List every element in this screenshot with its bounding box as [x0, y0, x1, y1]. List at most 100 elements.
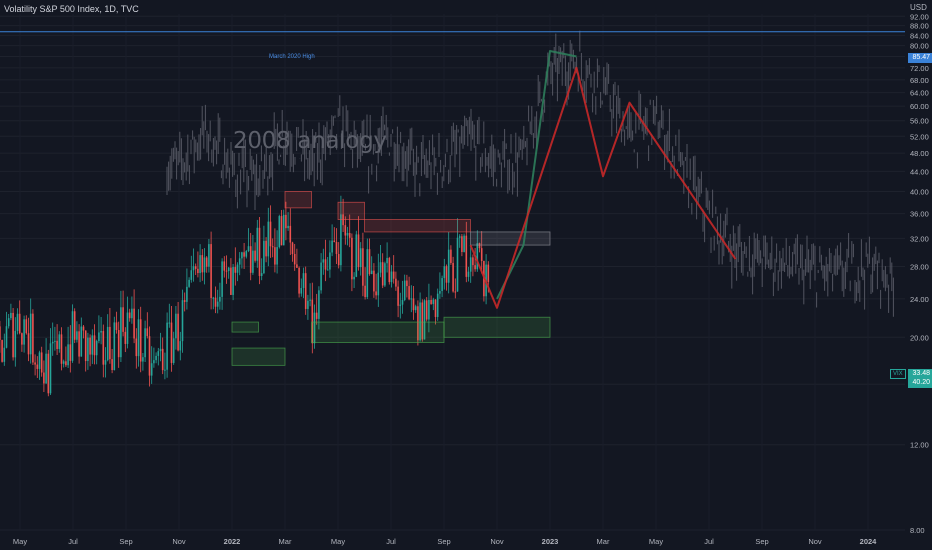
analogy-annotation: 2008 analogy: [233, 128, 387, 154]
candle-body: [278, 216, 281, 248]
candle-body: [131, 308, 133, 319]
horizontal-line-label: March 2020 High: [269, 54, 315, 60]
x-tick-label: Nov: [808, 537, 822, 546]
candle-body: [263, 240, 265, 274]
chart-title: Volatility S&P 500 Index, 1D, TVC: [4, 4, 139, 14]
candle-body: [157, 351, 160, 356]
candle-body: [386, 257, 388, 264]
candle-body: [18, 313, 21, 334]
x-tick-label: Nov: [172, 537, 186, 546]
candle-body: [201, 255, 204, 273]
candle-body: [474, 265, 476, 270]
candle-body: [364, 285, 366, 298]
candle-body: [69, 344, 72, 361]
x-tick-label: Sep: [437, 537, 450, 546]
candle-body: [370, 270, 373, 275]
candle-body: [472, 257, 474, 266]
candle-body: [331, 240, 333, 253]
candle-body: [388, 257, 391, 283]
candle-body: [419, 302, 421, 341]
candle-body: [392, 271, 395, 279]
x-tick-label: Sep: [119, 537, 132, 546]
candle-body: [406, 280, 408, 287]
candle-body: [441, 278, 443, 292]
candle-body: [335, 241, 338, 255]
candle-body: [478, 243, 481, 249]
y-tick-label: 92.00: [910, 12, 929, 21]
y-tick-label: 40.00: [910, 187, 929, 196]
candle-body: [205, 257, 208, 267]
candle-body: [439, 291, 441, 294]
candle-body: [188, 279, 190, 287]
candle-body: [463, 235, 465, 252]
candle-body: [309, 299, 311, 301]
candle-body: [45, 353, 47, 384]
candle-body: [357, 234, 360, 268]
candle-body: [115, 322, 118, 331]
candle-body: [417, 306, 419, 341]
projection-up-line: [496, 49, 577, 300]
candle-body: [359, 248, 362, 268]
x-tick-label: Mar: [279, 537, 292, 546]
candle-body: [234, 267, 237, 273]
zone-green: [231, 347, 286, 366]
candle-body: [7, 318, 10, 327]
y-tick-label: 24.00: [910, 295, 929, 304]
candle-body: [403, 280, 406, 300]
candle-body: [27, 333, 30, 355]
candle-body: [144, 328, 146, 358]
candle-body: [186, 286, 188, 302]
candle-body: [175, 313, 177, 339]
candle-body: [296, 264, 298, 268]
candle-body: [340, 214, 342, 266]
candle-body: [139, 319, 142, 362]
candle-body: [223, 261, 226, 271]
y-tick-label: 28.00: [910, 262, 929, 271]
candle-body: [430, 299, 432, 304]
candle-body: [348, 232, 351, 238]
candle-body: [304, 273, 307, 309]
candle-body: [285, 214, 287, 229]
horizontal-line-price-tag: 85.47: [908, 53, 932, 63]
candle-body: [252, 250, 254, 273]
candle-body: [469, 257, 472, 272]
candle-body: [219, 296, 221, 302]
candle-body: [315, 312, 318, 319]
candle-body: [238, 258, 241, 265]
candle-body: [155, 355, 157, 361]
candle-body: [423, 300, 426, 340]
x-tick-label: Sep: [755, 537, 768, 546]
candle-body: [232, 267, 234, 295]
x-tick-label: Jul: [704, 537, 714, 546]
zone-green: [311, 321, 445, 343]
currency-label: USD: [910, 3, 927, 12]
candle-body: [434, 299, 437, 317]
candle-body: [289, 225, 292, 243]
candle-body: [82, 326, 85, 331]
x-tick-label: Mar: [597, 537, 610, 546]
previous-price-tag: 40.20: [908, 378, 932, 388]
candle-body: [408, 286, 410, 300]
candle-body: [137, 319, 140, 357]
candle-body: [170, 322, 173, 363]
x-tick-label: Jul: [386, 537, 396, 546]
candle-body: [351, 237, 353, 280]
candle-body: [128, 312, 131, 319]
candle-body: [124, 331, 127, 344]
y-tick-label: 52.00: [910, 132, 929, 141]
candle-body: [395, 278, 397, 287]
candle-body: [23, 319, 25, 345]
candle-body: [293, 253, 296, 265]
y-tick-label: 56.00: [910, 117, 929, 126]
candle-body: [3, 347, 6, 362]
grid-group: 8.0012.0016.0020.0024.0028.0032.0036.004…: [0, 12, 929, 546]
x-tick-label: 2024: [860, 537, 878, 546]
candle-body: [381, 262, 384, 286]
candle-body: [47, 353, 50, 394]
candle-body: [397, 286, 399, 306]
candle-body: [71, 311, 74, 361]
candle-body: [326, 269, 329, 271]
candle-body: [133, 308, 135, 339]
ghost-series: [166, 30, 894, 317]
